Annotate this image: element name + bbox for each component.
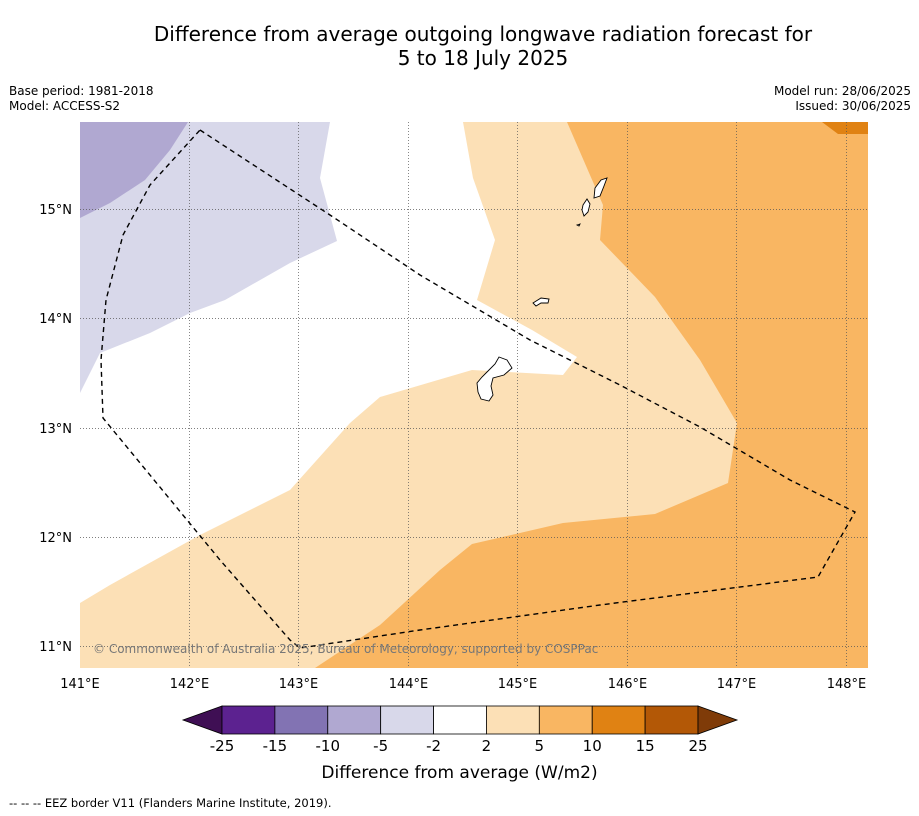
eez-footnote: -- -- -- EEZ border V11 (Flanders Marine… <box>9 796 332 810</box>
lat-label-14: 14°N <box>39 312 72 327</box>
colorbar-swatch <box>433 705 487 735</box>
colorbar-tick-label: -5 <box>373 737 388 755</box>
colorbar-title: Difference from average (W/m2) <box>321 763 597 783</box>
lon-gridlines <box>189 122 847 668</box>
colorbar-tick-label: -10 <box>316 737 341 755</box>
colorbar-tick-label: 5 <box>535 737 545 755</box>
island-tinian <box>581 198 591 217</box>
lon-label-145: 145°E <box>498 677 538 692</box>
meta-right: Model run: 28/06/2025 Issued: 30/06/2025 <box>774 84 911 114</box>
island-aguijan <box>575 223 581 227</box>
model-run: Model run: 28/06/2025 <box>773 84 911 98</box>
colorbar-swatch <box>327 705 382 735</box>
lon-label-146: 146°E <box>608 677 648 692</box>
colorbar-swatch <box>538 705 593 735</box>
colorbar-extend-low <box>181 705 223 735</box>
lon-axis-labels: 141°E 142°E 143°E 144°E 145°E 146°E 147°… <box>60 677 866 692</box>
copyright-text: © Commonwealth of Australia 2025, Bureau… <box>93 642 598 656</box>
meta-left: Base period: 1981-2018 Model: ACCESS-S2 <box>9 84 154 114</box>
map-panel: © Commonwealth of Australia 2025, Bureau… <box>80 122 868 668</box>
eez-border <box>100 129 856 649</box>
colorbar-swatch <box>221 705 276 735</box>
lon-label-144: 144°E <box>389 677 429 692</box>
colorbar-tick-label: -15 <box>263 737 288 755</box>
map-title: Difference from average outgoing longwav… <box>0 22 919 70</box>
colorbar-tick-label: -25 <box>210 737 235 755</box>
colorbar-swatch <box>274 705 329 735</box>
island-rota <box>532 297 550 307</box>
island-saipan <box>593 177 608 199</box>
lat-label-15: 15°N <box>39 203 72 218</box>
region-pos-10-to-15 <box>822 122 868 134</box>
colorbar-tick-labels: -25 -15 -10 -5 -2 2 5 10 15 25 <box>210 737 708 755</box>
colorbar-extend-high <box>697 705 739 735</box>
title-line-1: Difference from average outgoing longwav… <box>153 22 813 46</box>
region-neg-10-to-5 <box>80 122 188 218</box>
colorbar-tick-label: 10 <box>583 737 602 755</box>
colorbar-tick-label: 15 <box>636 737 655 755</box>
colorbar-swatches <box>181 705 739 735</box>
colorbar-swatch <box>591 705 646 735</box>
region-pos-5-to-10 <box>315 122 868 668</box>
colorbar-tick-label: 25 <box>688 737 707 755</box>
lon-label-141: 141°E <box>60 677 100 692</box>
lat-gridlines <box>80 209 868 647</box>
lon-label-148: 148°E <box>827 677 867 692</box>
lat-label-11: 11°N <box>39 640 72 655</box>
colorbar-tick-label: -2 <box>426 737 441 755</box>
lon-label-142: 142°E <box>170 677 210 692</box>
issued-date: Issued: 30/06/2025 <box>795 99 911 113</box>
lat-label-13: 13°N <box>39 422 72 437</box>
base-period: Base period: 1981-2018 <box>9 84 154 98</box>
colorbar-swatch <box>644 705 699 735</box>
model-name: Model: ACCESS-S2 <box>9 99 121 113</box>
title-line-2: 5 to 18 July 2025 <box>397 46 569 70</box>
colorbar: -25 -15 -10 -5 -2 2 5 10 15 25 Difference from av… <box>181 705 739 783</box>
colorbar-swatch <box>486 705 540 735</box>
islands <box>476 177 608 402</box>
island-guam <box>476 356 513 402</box>
lon-label-143: 143°E <box>279 677 319 692</box>
lat-label-12: 12°N <box>39 531 72 546</box>
colorbar-tick-label: 2 <box>482 737 492 755</box>
lat-axis-labels: 15°N 14°N 13°N 12°N 11°N <box>39 203 72 655</box>
lon-label-147: 147°E <box>717 677 757 692</box>
colorbar-swatch <box>380 705 434 735</box>
region-neg-5-to-2 <box>80 122 337 393</box>
